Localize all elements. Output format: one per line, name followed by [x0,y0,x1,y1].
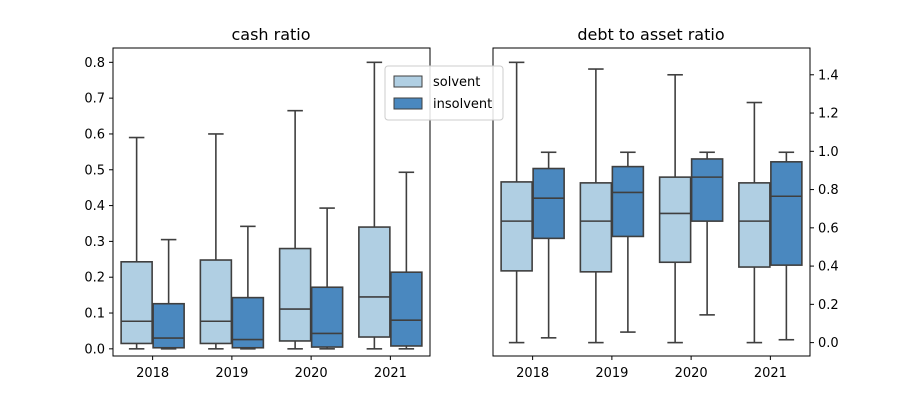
box-iqr [611,165,645,238]
box-insolvent-2019 [611,151,645,333]
box-iqr [658,176,692,264]
box-iqr [278,247,312,342]
y-tick-label: 0.1 [84,307,105,322]
y-tick-label: 0.4 [84,199,105,214]
y-tick-label: 0.8 [84,56,105,71]
box-iqr [152,302,185,349]
cash-ratio-title: cash ratio [231,25,310,44]
y-tick-label: 0.6 [818,221,839,236]
box-iqr [120,261,153,345]
x-tick-label: 2020 [295,366,328,381]
box-solvent-2019 [579,68,613,344]
x-tick-label: 2021 [754,366,787,381]
x-tick-label: 2018 [516,366,549,381]
box-iqr [532,167,565,240]
box-iqr [310,286,344,348]
y-tick-label: 0.0 [818,336,839,351]
y-tick-label: 0.2 [818,298,839,313]
debt-to-asset-ratio-title: debt to asset ratio [577,25,724,44]
y-tick-label: 0.2 [84,271,105,286]
box-insolvent-2018 [152,238,185,350]
box-iqr [199,259,233,345]
box-iqr [770,161,803,266]
cash-ratio-panel: cash ratio 2018 2019 2020 2021 0.0 0.1 0.2 0.3 0… [84,25,431,381]
y-tick-label: 0.5 [84,163,105,178]
legend-label-insolvent: insolvent [433,97,492,112]
y-tick-label: 0.8 [818,183,839,198]
x-tick-label: 2019 [215,366,248,381]
box-insolvent-2018 [532,151,565,339]
legend-swatch-insolvent [393,97,423,110]
box-iqr [738,182,771,268]
box-solvent-2020 [658,73,692,344]
box-iqr [690,158,724,222]
box-insolvent-2020 [310,207,344,350]
x-tick-label: 2018 [136,366,169,381]
box-insolvent-2019 [231,225,265,350]
legend: solvent insolvent [384,65,504,121]
box-iqr [579,182,613,273]
y-tick-label: 0.0 [84,342,105,357]
y-tick-label: 0.3 [84,235,105,250]
box-iqr [358,226,391,338]
box-iqr [500,181,533,272]
y-tick-label: 1.0 [818,145,839,160]
box-insolvent-2021 [770,151,803,341]
box-solvent-2019 [199,133,233,350]
box-solvent-2021 [738,101,771,344]
plot-frame [492,47,811,357]
box-solvent-2018 [500,61,533,344]
y-tick-label: 1.4 [818,68,839,83]
y-tick-label: 0.6 [84,127,105,142]
debt-to-asset-ratio-panel: debt to asset ratio 2018 2019 2020 2021 0.0 0… [492,25,839,381]
y-tick-label: 0.4 [818,260,839,275]
legend-label-solvent: solvent [433,75,480,90]
x-tick-label: 2020 [675,366,708,381]
x-tick-label: 2019 [595,366,628,381]
y-tick-label: 0.7 [84,92,105,107]
y-tick-label: 1.2 [818,107,839,122]
box-iqr [390,271,423,347]
plot-frame [112,47,431,357]
box-insolvent-2020 [690,151,724,316]
box-solvent-2018 [120,136,153,350]
x-tick-label: 2021 [374,366,407,381]
box-solvent-2020 [278,109,312,350]
box-insolvent-2021 [390,171,423,350]
legend-swatch-solvent [393,75,423,88]
box-solvent-2021 [358,61,391,350]
